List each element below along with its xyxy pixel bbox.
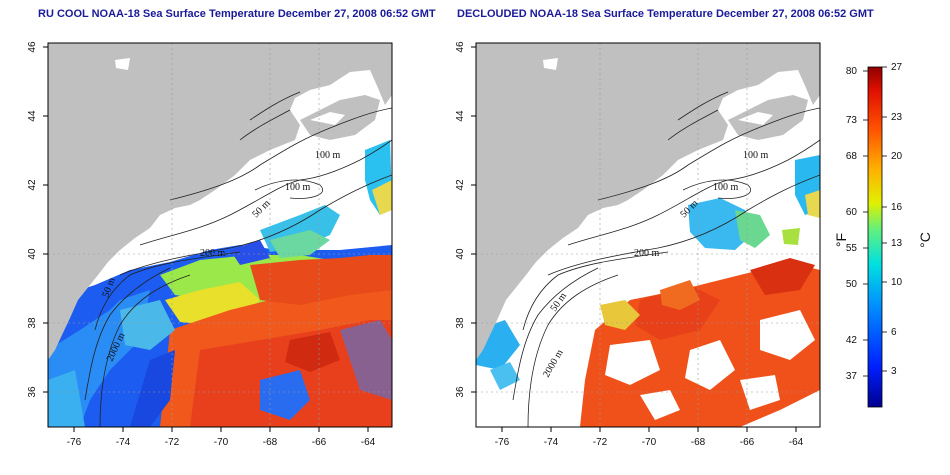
right-map-title: DECLOUDED NOAA-18 Sea Surface Temperatur… (457, 8, 874, 20)
lon-label: -72 (165, 437, 180, 448)
lon-label: -70 (214, 437, 229, 448)
right-bay (738, 112, 773, 125)
lon-label: -70 (642, 437, 657, 448)
fahrenheit-tick: 55 (846, 243, 858, 254)
celsius-unit-label: °C (917, 232, 933, 248)
right-lake (543, 58, 558, 70)
left-map: 100 m 100 m 50 m 200 m 50 m 2000 m (48, 43, 392, 427)
lon-label: -74 (544, 437, 559, 448)
left-sst-field (48, 140, 392, 427)
lon-label: -64 (789, 437, 804, 448)
celsius-tick: 23 (891, 112, 903, 123)
celsius-tick: 10 (891, 277, 903, 288)
celsius-tick: 6 (891, 327, 897, 338)
left-lat-labels: 36 38 40 42 44 46 (27, 41, 38, 398)
right-land (476, 43, 820, 360)
fahrenheit-tick: 50 (846, 279, 858, 290)
lon-label: -66 (740, 437, 755, 448)
fahrenheit-tick: 37 (846, 371, 858, 382)
left-lon-axis (73, 427, 369, 432)
lon-label: -76 (67, 437, 82, 448)
lon-label: -76 (495, 437, 510, 448)
lat-label: 46 (455, 41, 466, 53)
lon-label: -68 (691, 437, 706, 448)
colorbar-ticks (863, 66, 887, 377)
lat-label: 40 (27, 248, 38, 260)
right-map: 100 m 100 m 50 m 200 m 50 m 2000 m (476, 43, 820, 427)
lat-label: 36 (455, 386, 466, 398)
left-map-frame (47, 42, 393, 428)
lat-label: 44 (455, 110, 466, 122)
fahrenheit-tick: 68 (846, 151, 858, 162)
colorbar: 80 73 68 60 55 50 42 37 27 23 20 16 13 1… (833, 62, 933, 408)
colorbar-gradient (867, 66, 883, 408)
right-contours (512, 91, 820, 427)
right-contour-label-100m-a: 100 m (743, 150, 769, 161)
left-contour-label-200m: 200 m (200, 248, 226, 259)
fahrenheit-tick: 60 (846, 207, 858, 218)
lat-label: 40 (455, 248, 466, 260)
left-grid (48, 43, 392, 427)
left-contour-label-100m-b: 100 m (285, 182, 311, 193)
right-lat-labels: 36 38 40 42 44 46 (455, 41, 466, 398)
fahrenheit-tick: 80 (846, 66, 858, 77)
left-lat-axis (43, 46, 48, 393)
lon-label: -68 (263, 437, 278, 448)
left-bay (310, 112, 345, 125)
lat-label: 42 (27, 179, 38, 191)
right-lon-labels: -76 -74 -72 -70 -68 -66 -64 (495, 437, 804, 448)
fahrenheit-tick: 42 (846, 335, 858, 346)
celsius-tick: 13 (891, 238, 903, 249)
left-lon-labels: -76 -74 -72 -70 -68 -66 -64 (67, 437, 376, 448)
left-lake (115, 58, 130, 70)
lat-label: 44 (27, 110, 38, 122)
celsius-tick: 20 (891, 151, 903, 162)
celsius-tick: 16 (891, 202, 903, 213)
lon-label: -74 (116, 437, 131, 448)
lat-label: 36 (27, 386, 38, 398)
lon-label: -64 (361, 437, 376, 448)
right-lon-axis (501, 427, 797, 432)
lon-label: -66 (312, 437, 327, 448)
fahrenheit-tick: 73 (846, 115, 858, 126)
lat-label: 42 (455, 179, 466, 191)
celsius-tick: 27 (891, 62, 903, 73)
lat-label: 46 (27, 41, 38, 53)
lat-label: 38 (27, 317, 38, 329)
right-lat-axis (471, 46, 476, 393)
right-contour-label-100m-b: 100 m (713, 182, 739, 193)
lon-label: -72 (593, 437, 608, 448)
left-contour-label-100m-a: 100 m (315, 150, 341, 161)
celsius-tick: 3 (891, 366, 897, 377)
left-map-title: RU COOL NOAA-18 Sea Surface Temperature … (38, 8, 436, 20)
right-grid (476, 43, 820, 427)
left-contours (84, 91, 392, 427)
left-land (48, 43, 392, 360)
right-contour-label-200m: 200 m (634, 248, 660, 259)
right-map-frame (475, 42, 821, 428)
fahrenheit-unit-label: °F (833, 233, 849, 247)
lat-label: 38 (455, 317, 466, 329)
